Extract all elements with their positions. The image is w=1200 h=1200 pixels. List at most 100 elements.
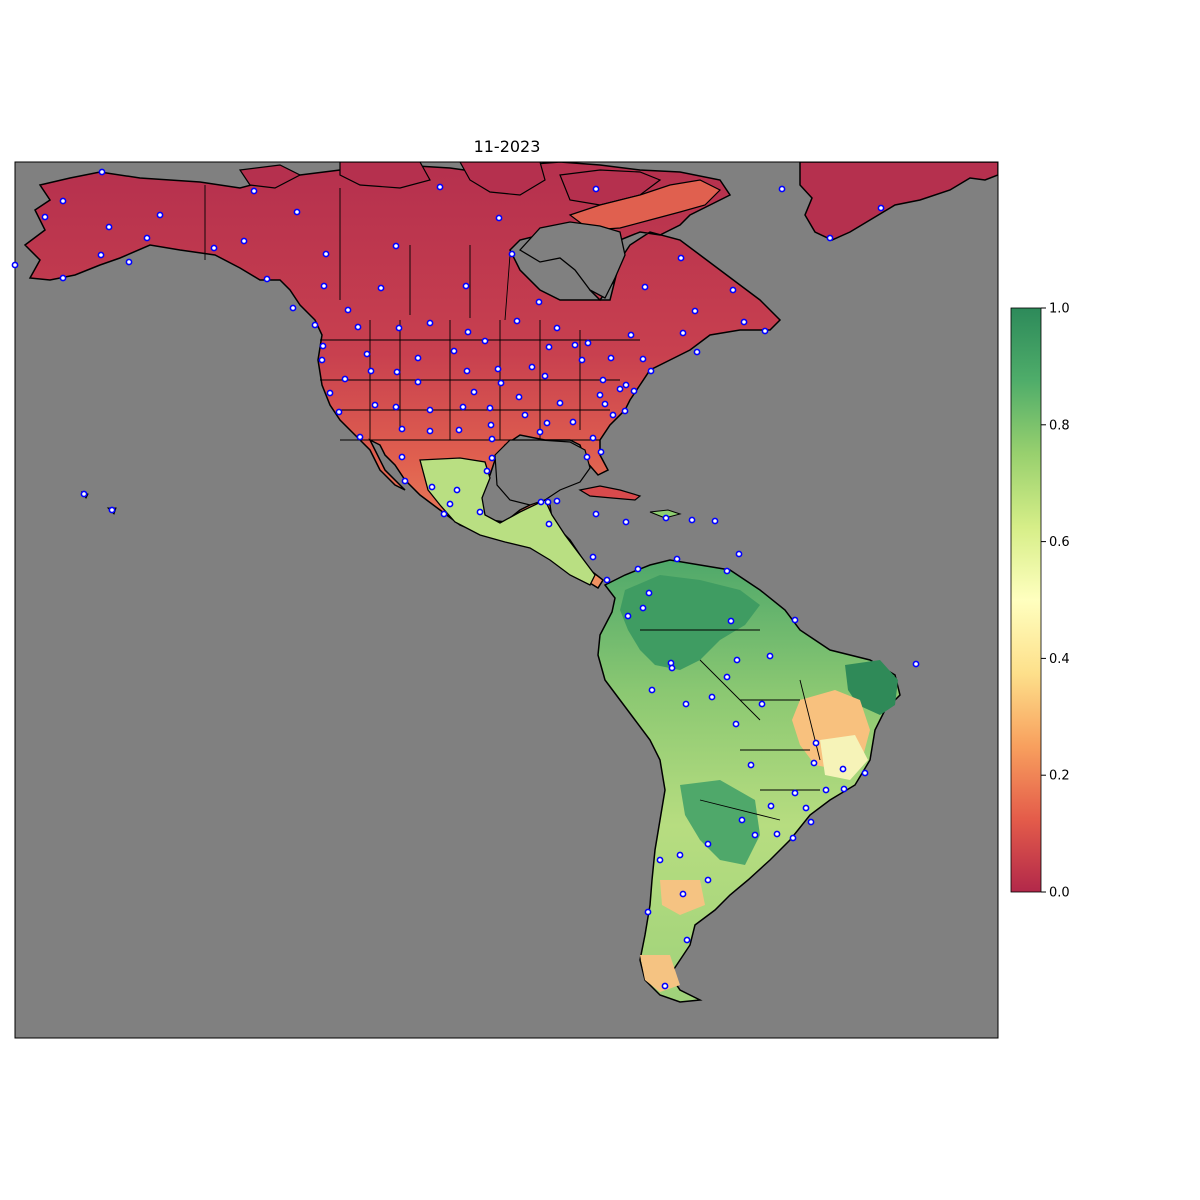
- station-marker-icon: [344, 306, 352, 314]
- station-marker-icon: [414, 354, 422, 362]
- station-marker-icon: [80, 490, 88, 498]
- station-marker-icon: [679, 329, 687, 337]
- region-patagonia-tan: [640, 880, 705, 992]
- station-marker-icon: [733, 656, 741, 664]
- station-marker-icon: [513, 317, 521, 325]
- station-marker-icon: [708, 693, 716, 701]
- station-marker-icon: [740, 318, 748, 326]
- station-marker-icon: [377, 284, 385, 292]
- admin-borders: [204, 185, 821, 821]
- station-marker-icon: [634, 565, 642, 573]
- station-marker-icon: [691, 307, 699, 315]
- station-marker-icon: [791, 789, 799, 797]
- station-marker-icon: [320, 282, 328, 290]
- station-marker-icon: [105, 223, 113, 231]
- station-marker-icon: [453, 486, 461, 494]
- region-central-brazil-cream: [820, 735, 868, 780]
- station-marker-icon: [791, 616, 799, 624]
- station-marker-icon: [592, 510, 600, 518]
- station-marker-icon: [693, 348, 701, 356]
- station-marker-icon: [392, 242, 400, 250]
- station-marker-icon: [609, 411, 617, 419]
- station-marker-icon: [98, 168, 106, 176]
- station-marker-icon: [426, 427, 434, 435]
- station-marker-icon: [488, 454, 496, 462]
- station-marker-icon: [508, 250, 516, 258]
- station-marker-icon: [326, 389, 334, 397]
- map-title: 11-2023: [473, 137, 541, 156]
- station-marker-icon: [758, 700, 766, 708]
- station-marker-icon: [426, 319, 434, 327]
- station-marker-icon: [735, 550, 743, 558]
- station-marker-icon: [483, 467, 491, 475]
- station-marker-icon: [494, 365, 502, 373]
- station-marker-icon: [293, 208, 301, 216]
- station-marker-icon: [789, 834, 797, 842]
- station-marker-icon: [322, 250, 330, 258]
- station-marker-icon: [156, 211, 164, 219]
- station-marker-icon: [393, 368, 401, 376]
- station-marker-icon: [578, 356, 586, 364]
- station-marker-icon: [601, 400, 609, 408]
- station-marker-icon: [589, 434, 597, 442]
- station-marker-icon: [622, 381, 630, 389]
- region-chaco-green: [680, 780, 760, 865]
- station-marker-icon: [569, 418, 577, 426]
- station-marker-icon: [143, 234, 151, 242]
- station-marker-icon: [627, 331, 635, 339]
- station-marker-icon: [641, 283, 649, 291]
- station-marker-icon: [463, 367, 471, 375]
- colorbar-tick-label: 1.0: [1049, 302, 1070, 317]
- landmass-baffin-island: [568, 179, 722, 231]
- station-marker-icon: [723, 673, 731, 681]
- station-marker-icon: [367, 367, 375, 375]
- station-marker-icon: [497, 379, 505, 387]
- station-marker-icon: [839, 765, 847, 773]
- colorbar-tick-label: 0.0: [1049, 886, 1070, 901]
- map-area: [15, 162, 998, 1038]
- station-marker-icon: [97, 251, 105, 259]
- station-marker-icon: [810, 759, 818, 767]
- station-marker-icon: [486, 404, 494, 412]
- landmass-cuba: [578, 485, 642, 501]
- station-marker-icon: [688, 516, 696, 524]
- station-marker-icon: [751, 831, 759, 839]
- station-marker-icon: [603, 576, 611, 584]
- station-marker-icon: [639, 355, 647, 363]
- station-marker-icon: [450, 347, 458, 355]
- station-marker-icon: [487, 421, 495, 429]
- station-marker-icon: [727, 617, 735, 625]
- station-marker-icon: [470, 388, 478, 396]
- station-marker-icon: [826, 234, 834, 242]
- station-marker-icon: [840, 785, 848, 793]
- station-marker-icon: [537, 498, 545, 506]
- station-marker-icon: [592, 185, 600, 193]
- colorbar-bar: [1010, 307, 1042, 893]
- station-marker-icon: [289, 304, 297, 312]
- station-marker-icon: [488, 435, 496, 443]
- colorbar-tick-label: 0.8: [1049, 418, 1070, 433]
- station-marker-icon: [455, 426, 463, 434]
- station-marker-icon: [861, 769, 869, 777]
- station-marker-icon: [59, 197, 67, 205]
- station-marker-icon: [459, 403, 467, 411]
- station-marker-icon: [599, 376, 607, 384]
- station-marker-icon: [544, 498, 552, 506]
- station-marker-icon: [589, 553, 597, 561]
- station-marker-icon: [481, 337, 489, 345]
- station-marker-icon: [528, 363, 536, 371]
- station-marker-icon: [778, 185, 786, 193]
- station-marker-icon: [738, 816, 746, 824]
- station-marker-icon: [553, 497, 561, 505]
- station-marker-icon: [464, 328, 472, 336]
- station-marker-icon: [679, 890, 687, 898]
- station-marker-icon: [616, 385, 624, 393]
- station-marker-icon: [341, 375, 349, 383]
- station-marker-icon: [335, 408, 343, 416]
- station-marker-icon: [535, 298, 543, 306]
- landmass-greenland: [799, 162, 998, 241]
- station-marker-icon: [545, 343, 553, 351]
- station-marker-icon: [773, 830, 781, 838]
- station-marker-icon: [545, 520, 553, 528]
